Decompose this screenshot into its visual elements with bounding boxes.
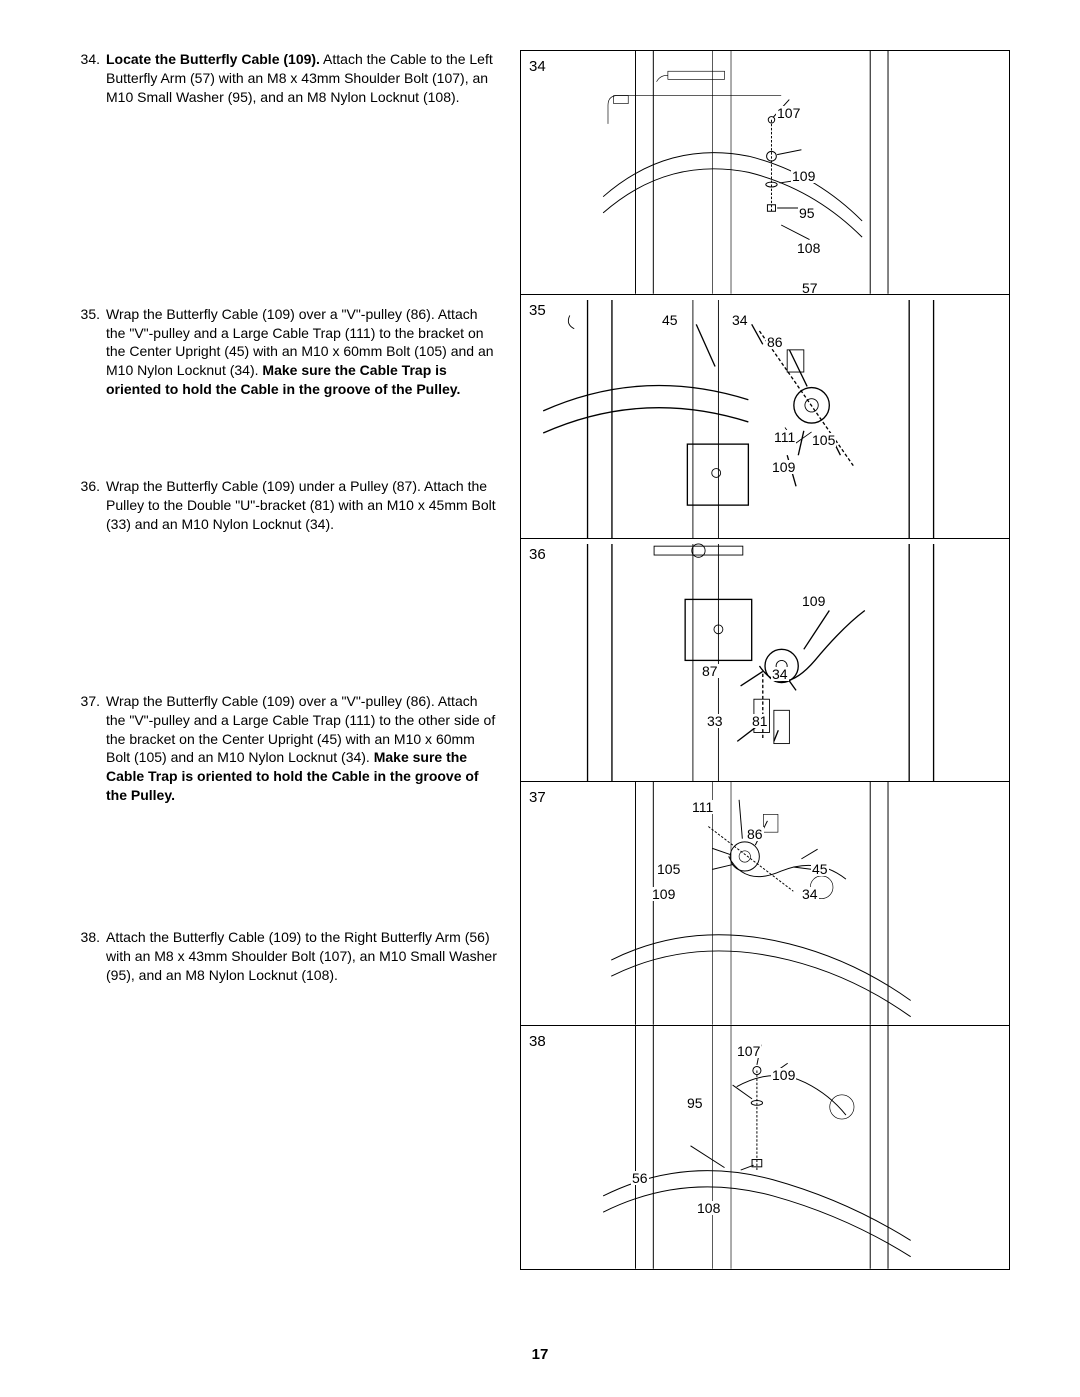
callout-label: 34 [731,313,749,327]
step-number: 36. [70,477,106,534]
diagram-panel: 37 111861054510934 [521,781,1009,1025]
instruction-text-column: 34.Locate the Butterfly Cable (109). Att… [70,50,500,1270]
step-body: Wrap the Butterfly Cable (109) over a "V… [106,305,500,399]
callout-label: 109 [771,460,796,474]
step-body: Wrap the Butterfly Cable (109) over a "V… [106,692,500,805]
diagram-panel: 36 10987343381 [521,538,1009,782]
diagram-panel: 35 453486111105109 [521,294,1009,538]
callout-label: 111 [773,430,796,444]
callout-label: 45 [661,313,679,327]
instruction-step: 36.Wrap the Butterfly Cable (109) under … [70,477,500,534]
callout-label: 95 [686,1096,704,1110]
callout-label: 87 [701,664,719,678]
step-text: Wrap the Butterfly Cable (109) under a P… [106,478,496,532]
callout-label: 34 [771,667,789,681]
instruction-step: 34.Locate the Butterfly Cable (109). Att… [70,50,500,107]
callout-label: 108 [796,241,821,255]
callout-label: 86 [746,827,764,841]
step-number: 34. [70,50,106,107]
callout-label: 111 [691,800,714,814]
step-number: 38. [70,928,106,985]
diagram-panel: 38 1071099556108 [521,1025,1009,1269]
callout-label: 33 [706,714,724,728]
step-body: Attach the Butterfly Cable (109) to the … [106,928,500,985]
callout-label: 107 [736,1044,761,1058]
step-number: 35. [70,305,106,399]
callout-label: 105 [656,862,681,876]
step-number: 37. [70,692,106,805]
callout-label: 57 [801,281,819,294]
callout-label: 105 [811,433,836,447]
page-number: 17 [0,1345,1080,1365]
callout-label: 34 [801,887,819,901]
callout-label: 56 [631,1171,649,1185]
callout-label: 107 [776,106,801,120]
instruction-step: 38.Attach the Butterfly Cable (109) to t… [70,928,500,985]
callout-label: 108 [696,1201,721,1215]
callout-label: 109 [651,887,676,901]
step-text: Attach the Butterfly Cable (109) to the … [106,929,497,983]
callout-label: 45 [811,862,829,876]
step-body: Locate the Butterfly Cable (109). Attach… [106,50,500,107]
step-lead-bold: Locate the Butterfly Cable (109). [106,51,320,67]
diagram-panel: 34 1071099510857 [521,51,1009,294]
diagram-column: 34 107109951085735 45348611110510936 [520,50,1010,1270]
callout-label: 95 [798,206,816,220]
callout-label: 109 [801,594,826,608]
instruction-step: 35.Wrap the Butterfly Cable (109) over a… [70,305,500,399]
callout-label: 81 [751,714,769,728]
callout-label: 109 [771,1068,796,1082]
callout-label: 109 [791,169,816,183]
step-body: Wrap the Butterfly Cable (109) under a P… [106,477,500,534]
callout-label: 86 [766,335,784,349]
instruction-step: 37.Wrap the Butterfly Cable (109) over a… [70,692,500,805]
